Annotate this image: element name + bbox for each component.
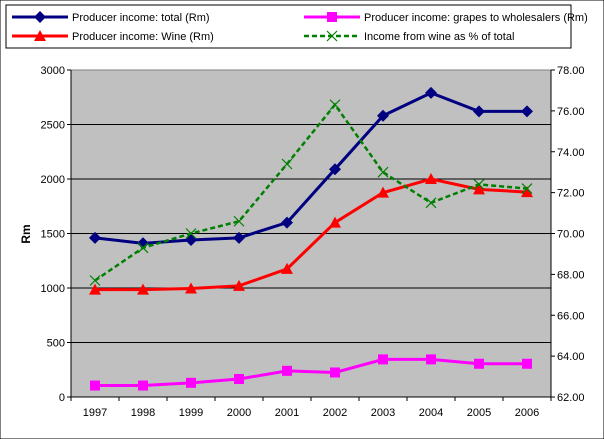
x-tick-label: 2000 [227,407,251,419]
marker-stroke [521,183,533,194]
data-point [330,367,340,378]
marker-stroke [377,166,389,178]
y2-tick-label: 78.00 [557,65,585,77]
legend-label: Producer income: Wine (Rm) [72,31,214,43]
data-point [329,163,341,176]
data-point [474,358,484,369]
data-point [89,231,101,244]
series-line [95,177,528,292]
data-point [425,197,437,209]
axes: 0 500 1000 1500 2000 2500 3000 62.00 64.00 66.00 6… [41,65,585,419]
marker-stroke [185,228,197,239]
y2-tick-label: 64.00 [557,351,585,363]
y2-tick-label: 66.00 [557,310,585,322]
legend-label: Producer income: total (Rm) [72,12,210,24]
series-group [89,86,533,391]
data-point [473,105,485,118]
series-line [94,102,528,282]
x-tick-label: 2005 [467,407,491,419]
legend: Producer income: total (Rm) Producer inco… [5,4,588,49]
data-point [522,358,532,369]
data-point [377,109,389,122]
x-tick-label: 2002 [323,407,347,419]
marker-stroke [329,99,341,111]
data-point [281,262,293,274]
data-point [473,183,485,195]
y-tick-label: 1000 [41,283,65,295]
data-point [281,216,293,229]
y-tick-label: 3000 [41,65,65,77]
data-point [233,231,245,244]
x-tick-label: 2004 [419,407,443,419]
data-point [186,377,196,388]
y-axis-title: Rm [19,224,33,243]
data-point [281,158,293,170]
legend-label: Producer income: grapes to wholesalers (… [364,12,588,24]
data-point [521,105,533,118]
y-tick-label: 0 [59,392,65,404]
x-tick-label: 1998 [131,407,155,419]
data-point [329,216,341,228]
legend-box [5,4,572,49]
data-point [137,283,149,295]
legend-marker [34,30,46,41]
data-point [137,242,149,254]
x-tick-label: 1997 [83,407,107,419]
data-point [426,354,436,365]
data-point [137,237,149,250]
data-point [378,354,388,365]
marker-stroke [326,30,338,42]
y2-tick-label: 70.00 [557,229,585,241]
x-tick-label: 2001 [275,407,299,419]
marker-stroke [473,179,485,190]
data-point [329,99,341,111]
series-line [95,357,527,388]
data-point [234,374,244,385]
data-point [425,86,437,99]
y2-tick-label: 74.00 [557,147,585,159]
y2-tick-label: 76.00 [557,106,585,118]
data-point [90,380,100,391]
data-point [233,215,245,227]
data-point [282,365,292,376]
y2-tick-label: 72.00 [557,188,585,200]
y2-tick-label: 62.00 [557,392,585,404]
data-point [521,186,533,198]
legend-marker [327,12,337,22]
data-point [185,228,197,239]
marker-stroke [233,215,245,227]
y-tick-label: 2000 [41,174,65,186]
marker-stroke [281,158,293,170]
data-point [473,179,485,190]
y-tick-label: 500 [47,338,65,350]
data-point [89,275,101,286]
x-tick-label: 2006 [515,407,539,419]
marker-stroke [89,275,101,286]
data-point [233,279,245,291]
legend-marker [326,30,338,42]
data-point [89,283,101,295]
y2-tick-label: 68.00 [557,269,585,281]
data-point [425,173,437,184]
legend-label: Income from wine as % of total [364,31,514,43]
legend-marker [34,11,46,23]
data-point [521,183,533,194]
x-tick-label: 1999 [179,407,203,419]
x-tick-label: 2003 [371,407,395,419]
data-point [377,186,389,198]
data-point [185,282,197,294]
data-point [138,380,148,391]
y-tick-label: 2500 [41,120,65,132]
marker-stroke [137,242,149,254]
y-tick-label: 1500 [41,229,65,241]
data-point [377,166,389,178]
marker-stroke [425,197,437,209]
